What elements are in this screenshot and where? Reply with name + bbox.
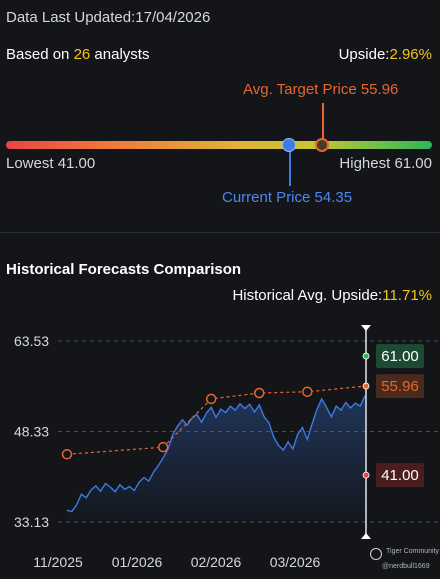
- cursor-bottom-handle: [361, 533, 371, 539]
- historical-avg-upside: Historical Avg. Upside:11.71%: [232, 287, 432, 304]
- target-price-point: [205, 393, 217, 405]
- avg-target-label: Avg. Target Price 55.96: [243, 81, 399, 98]
- lowest-price-label: Lowest 41.00: [6, 155, 96, 172]
- value-tag-box: [376, 374, 424, 399]
- value-tag-label: 41.00: [381, 467, 419, 484]
- value-tag-box: [376, 344, 424, 369]
- y-tick-label: 48.33: [14, 424, 49, 440]
- price-range-bar: [6, 141, 432, 149]
- cursor-value-dot: [362, 471, 370, 479]
- updated-prefix: Data Last Updated:: [6, 9, 136, 26]
- target-price-line: [66, 385, 366, 455]
- price-area-fill: [67, 395, 365, 522]
- x-tick-label: 02/2026: [191, 554, 242, 570]
- x-tick-label: 11/2025: [33, 554, 83, 570]
- value-tag-label: 55.96: [381, 378, 419, 395]
- tiger-community-logo-icon: [370, 548, 382, 560]
- cursor-value-dot: [362, 352, 370, 360]
- avg-target-marker-line: [322, 103, 324, 141]
- y-tick-label: 33.13: [14, 514, 49, 530]
- upside-value: 2.96%: [389, 46, 432, 63]
- historical-section-title: Historical Forecasts Comparison: [6, 261, 242, 278]
- section-divider: [0, 232, 440, 233]
- historical-upside-value: 11.71%: [382, 287, 432, 304]
- upside-label: Upside:: [338, 46, 390, 63]
- chart-series: [61, 385, 366, 513]
- chart-area: [67, 395, 365, 522]
- highest-price-label: Highest 61.00: [339, 155, 432, 172]
- cursor-top-handle: [361, 325, 371, 331]
- watermark-handle: @nerdbull1669: [382, 562, 430, 573]
- watermark: Tiger Community: [386, 547, 439, 558]
- cursor-value-dot: [362, 382, 370, 390]
- x-tick-label: 01/2026: [112, 554, 163, 570]
- chart-axes: 63.53 48.33 33.13 11/2025 01/2026 02/2026 03/2…: [14, 333, 321, 570]
- avg-target-marker-dot: [315, 138, 329, 152]
- target-price-point: [157, 441, 169, 453]
- target-price-point: [254, 387, 265, 399]
- analyst-count-text: Based on 26 analysts: [6, 46, 149, 63]
- current-price-marker-line: [289, 150, 291, 186]
- historical-upside-label: Historical Avg. Upside:: [232, 287, 383, 304]
- chart-tags: 61.00 55.96 41.00: [362, 344, 424, 488]
- price-line: [66, 395, 366, 513]
- value-tag-box: [376, 463, 424, 488]
- analyst-count: 26: [73, 46, 91, 63]
- watermark-line2: @nerdbull1669: [382, 563, 430, 570]
- upside-text: Upside:2.96%: [339, 46, 432, 63]
- based-prefix: Based on: [6, 46, 74, 63]
- target-price-point: [61, 449, 73, 460]
- data-updated-text: Data Last Updated:17/04/2026: [6, 9, 210, 26]
- chart-cursor[interactable]: [361, 325, 371, 539]
- watermark-line1: Tiger Community: [386, 548, 440, 555]
- current-price-label: Current Price 54.35: [222, 189, 353, 206]
- current-price-marker-dot: [282, 138, 296, 152]
- y-tick-label: 63.53: [14, 333, 49, 349]
- x-tick-label: 03/2026: [270, 554, 321, 570]
- based-suffix: analysts: [90, 46, 150, 63]
- target-price-point: [302, 386, 313, 398]
- updated-date: 17/04/2026: [135, 9, 211, 26]
- value-tag-label: 61.00: [381, 348, 419, 365]
- historical-forecast-chart[interactable]: 61.00 55.96 41.00 63.53 48.33 33.13 11/2025 01…: [0, 310, 440, 579]
